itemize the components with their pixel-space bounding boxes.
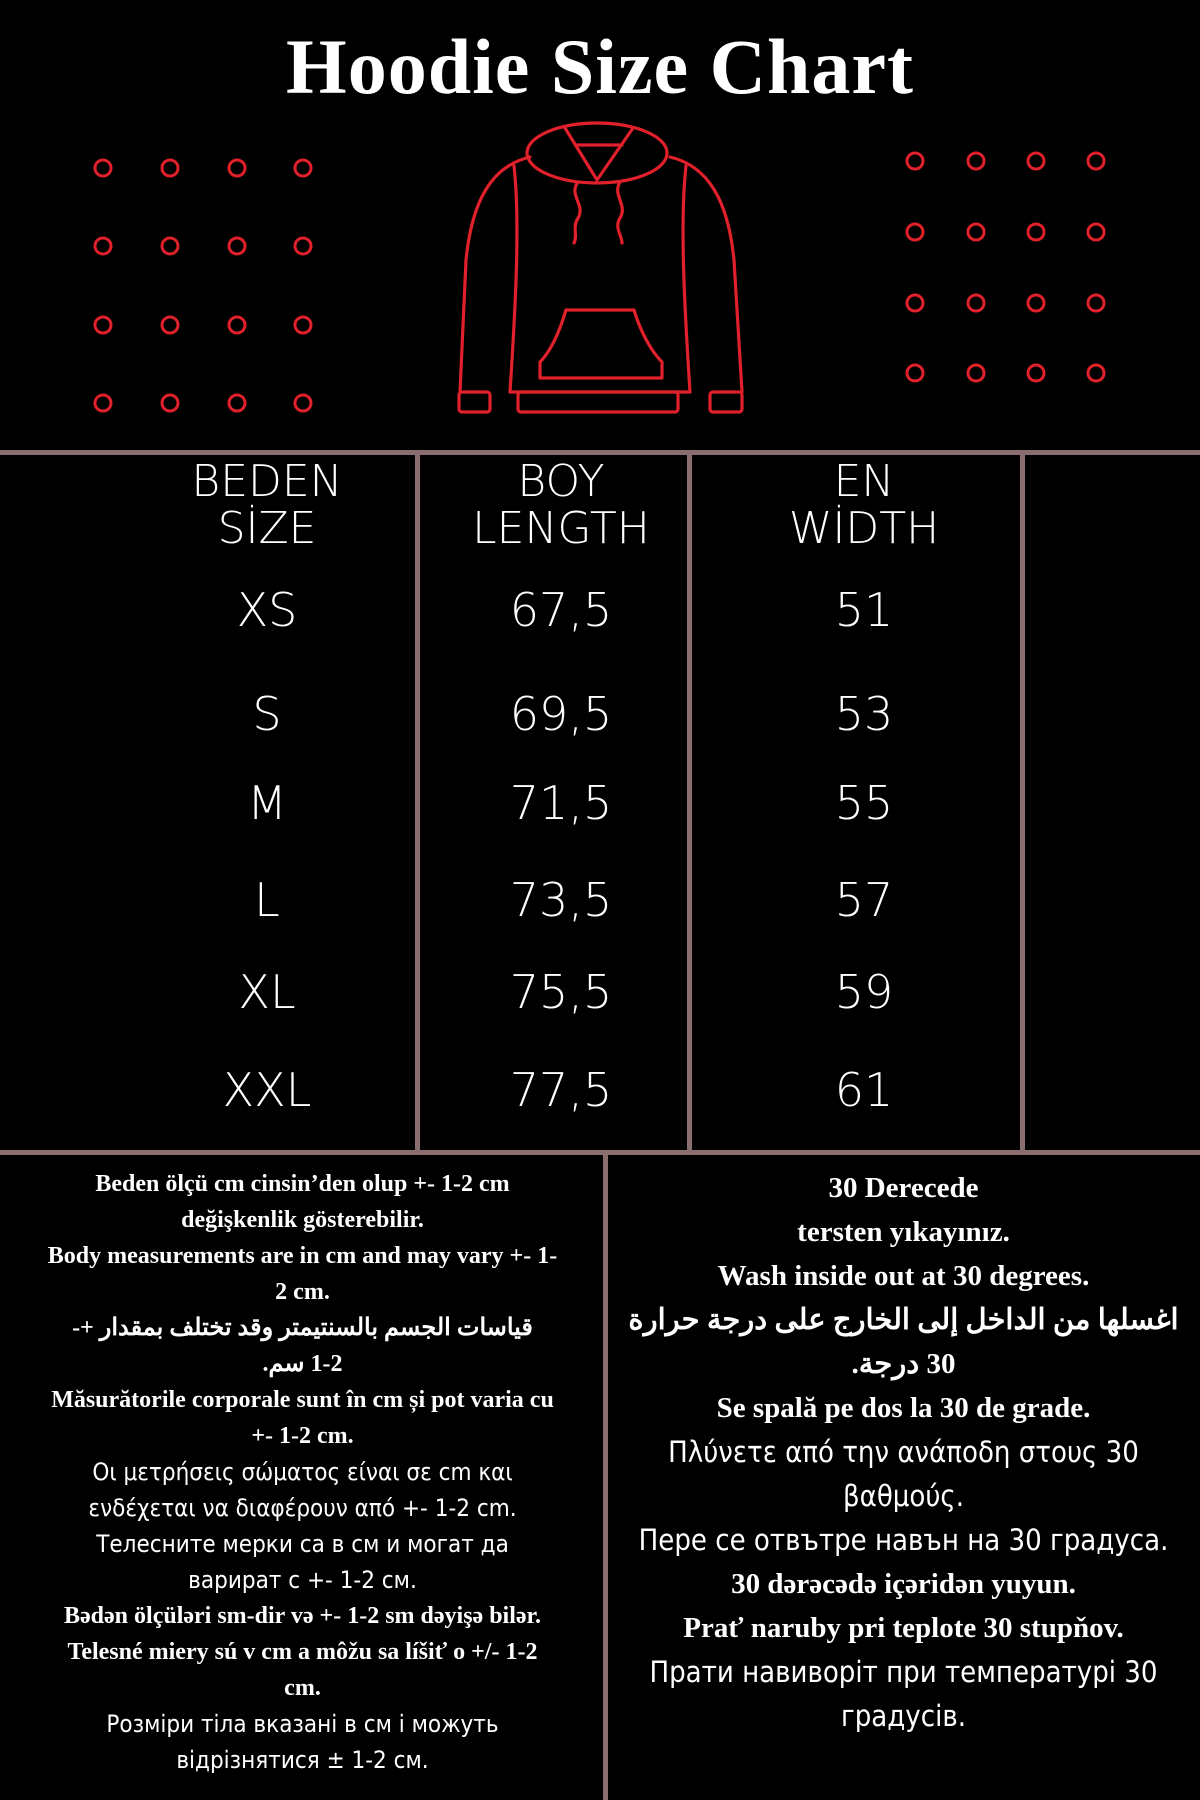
circle-dot-icon — [227, 236, 247, 256]
circle-dot-icon — [966, 222, 986, 242]
circle-dot-icon — [293, 315, 313, 335]
circle-dot-icon — [966, 151, 986, 171]
cell-size: XS — [236, 583, 298, 637]
circle-dot-icon — [93, 315, 113, 335]
column-divider — [415, 452, 420, 1152]
hoodie-icon — [457, 121, 744, 414]
circle-dot-icon — [1026, 293, 1046, 313]
circle-dot-icon — [966, 363, 986, 383]
note-line: Розміри тіла вказані в см і можуть відрі… — [106, 1710, 499, 1774]
note-line: Măsurătorile corporale sunt în cm și pot… — [51, 1387, 554, 1449]
header-width: EN WİDTH — [789, 458, 939, 552]
circle-dot-icon — [93, 236, 113, 256]
cell-size: XL — [238, 965, 296, 1019]
note-line: Bədən ölçüləri sm-dir və +- 1-2 sm dəyiş… — [64, 1603, 541, 1629]
cell-length: 69,5 — [509, 687, 613, 741]
page-title: Hoodie Size Chart — [286, 23, 914, 110]
note-line: اغسلها من الداخل إلى الخارج على درجة حرا… — [628, 1304, 1179, 1380]
cell-width: 59 — [834, 965, 894, 1019]
cell-size: XXL — [222, 1063, 312, 1117]
circle-dot-icon — [160, 158, 180, 178]
header-length-en: LENGTH — [472, 503, 650, 554]
note-line: Telesné miery sú v cm a môžu sa líšiť o … — [67, 1639, 538, 1701]
circle-dot-icon — [905, 151, 925, 171]
circle-dot-icon — [905, 363, 925, 383]
circle-dot-icon — [227, 393, 247, 413]
cell-length: 73,5 — [509, 873, 613, 927]
cell-width: 51 — [834, 583, 894, 637]
note-line: قياسات الجسم بالسنتيمتر وقد تختلف بمقدار… — [72, 1315, 533, 1377]
divider-top — [0, 450, 1200, 455]
circle-dot-icon — [1086, 151, 1106, 171]
cell-width: 53 — [834, 687, 894, 741]
washing-note: 30 Derecede tersten yıkayınız. Wash insid… — [607, 1166, 1200, 1738]
header-length: BOY LENGTH — [472, 458, 650, 552]
circle-dot-icon — [1026, 363, 1046, 383]
column-divider — [687, 452, 692, 1152]
circle-dot-icon — [160, 393, 180, 413]
circle-dot-icon — [905, 293, 925, 313]
cell-length: 71,5 — [509, 776, 613, 830]
header-size: BEDEN SİZE — [191, 458, 342, 552]
circle-dot-icon — [1086, 363, 1106, 383]
circle-dot-icon — [160, 236, 180, 256]
note-line: Body measurements are in cm and may vary… — [47, 1243, 558, 1305]
cell-length: 77,5 — [509, 1063, 613, 1117]
header-size-tr: BEDEN — [191, 456, 343, 507]
circle-dot-icon — [1026, 151, 1046, 171]
circle-dot-icon — [160, 315, 180, 335]
circle-dot-icon — [293, 158, 313, 178]
note-line: Wash inside out at 30 degrees. — [717, 1260, 1090, 1292]
circle-dot-icon — [966, 293, 986, 313]
circle-dot-icon — [1026, 222, 1046, 242]
note-line: Prať naruby pri teplote 30 stupňov. — [683, 1612, 1124, 1644]
note-line: Πλύνετε από την ανάποδη στους 30 βαθμούς… — [668, 1435, 1139, 1513]
cell-size: M — [247, 776, 287, 830]
notes-divider — [603, 1152, 608, 1800]
cell-size: S — [252, 687, 282, 741]
cell-width: 55 — [834, 776, 894, 830]
note-line: Beden ölçü cm cinsin’den olup +- 1-2 cm … — [95, 1171, 510, 1233]
circle-dot-icon — [227, 158, 247, 178]
note-line: 30 dərəcədə içəridən yuyun. — [731, 1568, 1076, 1600]
note-line: Пере се отвътре навън на 30 градуса. — [638, 1523, 1169, 1557]
cell-length: 67,5 — [509, 583, 613, 637]
cell-size: L — [254, 873, 280, 927]
circle-dot-icon — [1086, 222, 1106, 242]
note-line: Прати навиворіт при температурі 30 граду… — [649, 1655, 1158, 1733]
circle-dot-icon — [1086, 293, 1106, 313]
note-line: Se spală pe dos la 30 de grade. — [716, 1392, 1091, 1424]
header-width-tr: EN — [833, 456, 895, 507]
cell-width: 61 — [834, 1063, 894, 1117]
circle-dot-icon — [93, 158, 113, 178]
circle-dot-icon — [227, 315, 247, 335]
cell-width: 57 — [834, 873, 894, 927]
note-line: Телесните мерки са в см и могат да варир… — [96, 1530, 509, 1594]
measurement-note: Beden ölçü cm cinsin’den olup +- 1-2 cm … — [0, 1166, 605, 1778]
header-length-tr: BOY — [517, 456, 605, 507]
divider-bottom — [0, 1150, 1200, 1155]
header-size-en: SİZE — [217, 503, 317, 554]
header-width-en: WİDTH — [788, 503, 940, 554]
circle-dot-icon — [905, 222, 925, 242]
note-line: Οι μετρήσεις σώματος είναι σε cm και ενδ… — [88, 1458, 517, 1522]
circle-dot-icon — [293, 236, 313, 256]
circle-dot-icon — [93, 393, 113, 413]
circle-dot-icon — [293, 393, 313, 413]
column-divider — [1020, 452, 1025, 1152]
cell-length: 75,5 — [509, 965, 613, 1019]
note-line: 30 Derecede tersten yıkayınız. — [797, 1172, 1010, 1248]
